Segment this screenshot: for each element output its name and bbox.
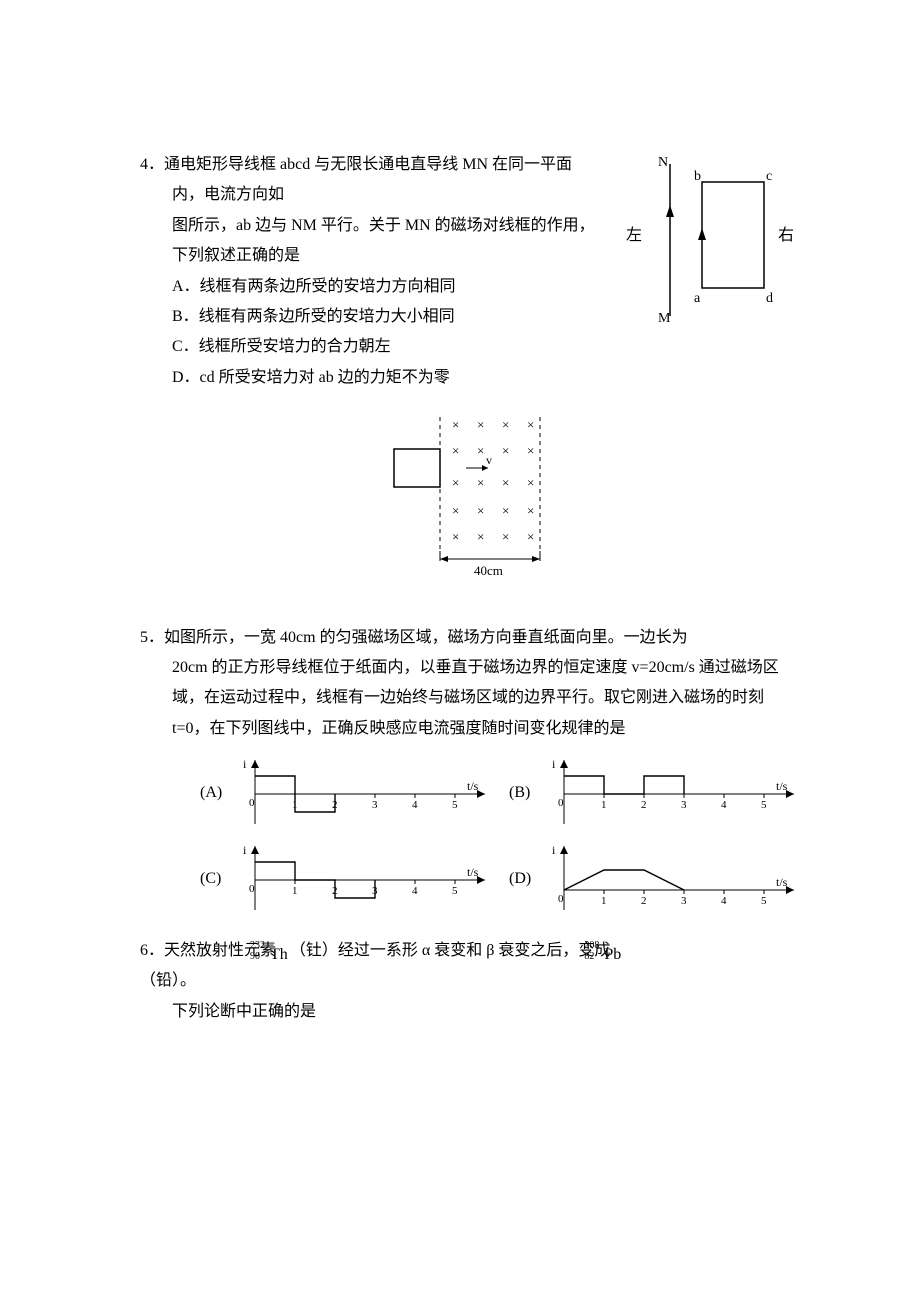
graph-a-label: (A): [200, 778, 235, 808]
graph-c: i t/s 0 1 2 3 4 5: [235, 840, 491, 918]
svg-text:5: 5: [761, 895, 767, 907]
svg-text:0: 0: [249, 797, 255, 809]
q4-option-d: D．cd 所受安培力对 ab 边的力矩不为零: [172, 363, 800, 393]
svg-text:t/s: t/s: [467, 779, 479, 793]
svg-text:×: ×: [477, 529, 484, 544]
svg-text:0: 0: [558, 797, 564, 809]
graph-d: i t/s 0 1 2 3 4 5: [544, 840, 800, 918]
svg-text:4: 4: [721, 799, 727, 811]
graph-d-label: (D): [509, 864, 544, 894]
label-right: 右: [778, 226, 794, 244]
svg-text:×: ×: [527, 417, 534, 432]
graph-a: i t/s 0 1 2 3 4 5: [235, 754, 491, 832]
q5-stem: 5．如图所示，一宽 40cm 的匀强磁场区域，磁场方向垂直纸面向里。一边长为: [172, 623, 800, 653]
svg-text:×: ×: [527, 529, 534, 544]
svg-text:t/s: t/s: [776, 779, 788, 793]
label-d: d: [766, 291, 773, 306]
q4-stem1: 通电矩形导线框 abcd 与无限长通电直导线 MN 在同一平面内，电流方向如: [164, 156, 572, 203]
svg-text:×: ×: [452, 503, 459, 518]
label-a: a: [694, 291, 701, 306]
q4-figure: N M 左 右 b c a d: [610, 150, 800, 341]
svg-text:×: ×: [502, 475, 509, 490]
svg-text:×: ×: [477, 443, 484, 458]
svg-text:0: 0: [558, 893, 564, 905]
graph-b-label: (B): [509, 778, 544, 808]
svg-text:×: ×: [452, 443, 459, 458]
svg-text:t/s: t/s: [467, 865, 479, 879]
svg-text:t/s: t/s: [776, 875, 788, 889]
question-4: N M 左 右 b c a d 4．通电矩形导线框 abcd 与无限长通电直导线…: [140, 150, 800, 393]
q6-stem-c: （铅）。: [140, 966, 800, 996]
q5-number: 5．: [140, 629, 164, 646]
label-40cm: 40cm: [474, 563, 503, 578]
q5-field-figure: × × × × × × × × × × × × × × × × × × × × v 40cm: [140, 411, 800, 592]
svg-text:5: 5: [452, 799, 458, 811]
svg-text:×: ×: [452, 529, 459, 544]
q6-stem-b: （钍）经过一系形 α 衰变和 β 衰变之后，变成: [290, 942, 615, 959]
svg-text:0: 0: [249, 883, 255, 895]
q5-stem1: 如图所示，一宽 40cm 的匀强磁场区域，磁场方向垂直纸面向里。一边长为: [164, 629, 688, 646]
q5-graphs: (A) i t/s 0 1 2 3 4 5 (B): [200, 754, 800, 918]
label-M: M: [658, 311, 671, 326]
svg-text:×: ×: [452, 417, 459, 432]
label-v: v: [486, 453, 492, 467]
svg-text:1: 1: [292, 885, 298, 897]
label-left: 左: [626, 226, 642, 244]
svg-text:×: ×: [477, 475, 484, 490]
svg-text:4: 4: [721, 895, 727, 907]
svg-text:1: 1: [601, 895, 607, 907]
svg-text:1: 1: [601, 799, 607, 811]
svg-text:3: 3: [681, 799, 687, 811]
svg-text:×: ×: [502, 529, 509, 544]
question-5: 5．如图所示，一宽 40cm 的匀强磁场区域，磁场方向垂直纸面向里。一边长为 2…: [140, 623, 800, 919]
q4-number: 4．: [140, 156, 164, 173]
svg-text:×: ×: [452, 475, 459, 490]
svg-text:3: 3: [681, 895, 687, 907]
svg-text:i: i: [552, 757, 556, 771]
question-6: 6．天然放射性元素 23290Th（钍）经过一系形 α 衰变和 β 衰变之后，变…: [140, 936, 800, 1027]
graph-c-label: (C): [200, 864, 235, 894]
svg-text:×: ×: [502, 417, 509, 432]
svg-text:2: 2: [641, 895, 647, 907]
nuclide-pb: 20882Pb: [616, 940, 621, 962]
svg-text:×: ×: [502, 503, 509, 518]
svg-text:4: 4: [412, 885, 418, 897]
nuclide-th: 23290Th: [282, 940, 288, 962]
graph-b: i t/s 0 1 2 3 4 5: [544, 754, 800, 832]
q6-stem: 6．天然放射性元素 23290Th（钍）经过一系形 α 衰变和 β 衰变之后，变…: [172, 936, 800, 966]
svg-text:i: i: [243, 757, 247, 771]
q5-stem2: 20cm 的正方形导线框位于纸面内，以垂直于磁场边界的恒定速度 v=20cm/s…: [172, 653, 800, 744]
svg-text:3: 3: [372, 799, 378, 811]
svg-text:×: ×: [527, 503, 534, 518]
svg-text:4: 4: [412, 799, 418, 811]
svg-text:2: 2: [641, 799, 647, 811]
svg-text:×: ×: [527, 443, 534, 458]
svg-text:i: i: [552, 843, 556, 857]
svg-text:×: ×: [527, 475, 534, 490]
label-b: b: [694, 169, 701, 184]
svg-text:×: ×: [477, 417, 484, 432]
svg-text:5: 5: [452, 885, 458, 897]
svg-text:5: 5: [761, 799, 767, 811]
field-crosses: × × × × × × × × × × × × × × × × × × × ×: [452, 417, 534, 544]
svg-text:i: i: [243, 843, 247, 857]
svg-text:×: ×: [502, 443, 509, 458]
label-c: c: [766, 169, 772, 184]
svg-text:×: ×: [477, 503, 484, 518]
q6-stem-d: 下列论断中正确的是: [172, 997, 800, 1027]
q6-number: 6．: [140, 942, 164, 959]
label-N: N: [658, 155, 668, 170]
